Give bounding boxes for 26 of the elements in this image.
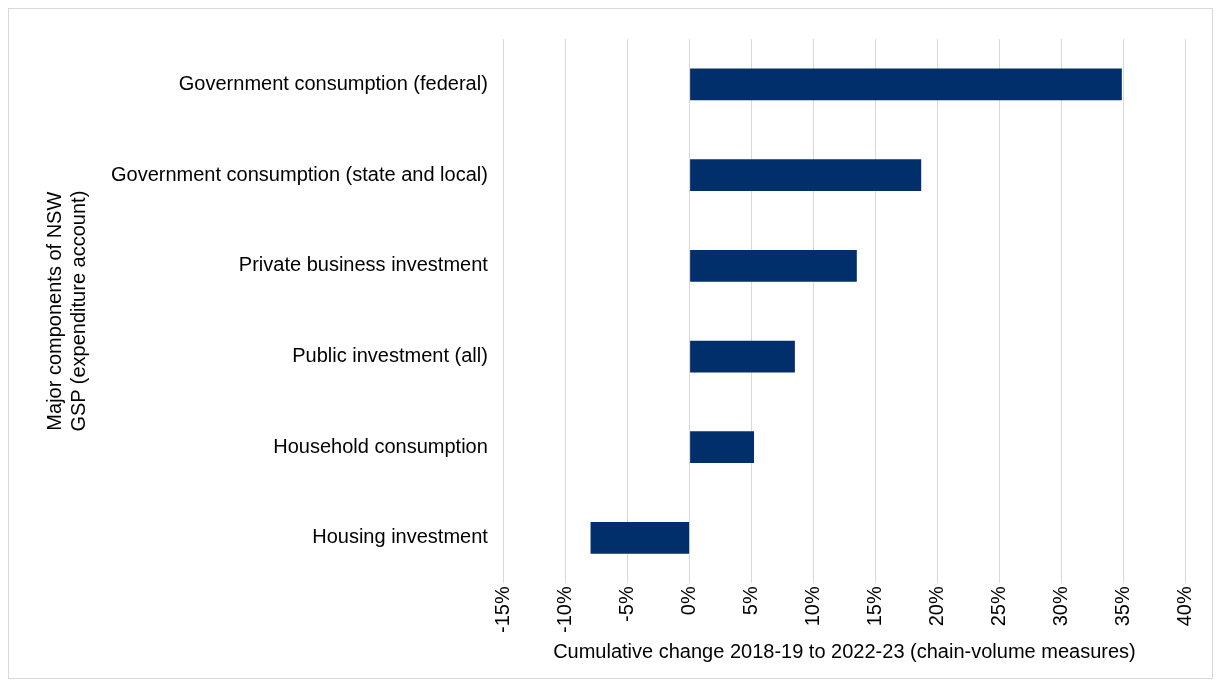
bar [690, 431, 755, 464]
x-tick-label: -5% [615, 586, 638, 622]
x-tick-label: 0% [677, 586, 700, 616]
y-tick-label: Housing investment [312, 525, 489, 548]
bar [690, 159, 922, 191]
y-tick-label: Private business investment [238, 253, 489, 276]
x-tick-label: 20% [924, 586, 947, 627]
y-tick-label: Government consumption (state and local) [111, 162, 488, 185]
x-tick-label: -10% [553, 586, 576, 634]
x-tick-label: 40% [1172, 586, 1195, 627]
bar [590, 522, 690, 554]
y-tick-label: Government consumption (federal) [178, 71, 488, 94]
x-tick-label: 15% [862, 586, 885, 627]
y-tick-label: Public investment (all) [292, 344, 488, 367]
x-axis-title: Cumulative change 2018-19 to 2022-23 (chain-volume measures) [553, 639, 1136, 662]
bar [690, 68, 1122, 101]
bar [690, 340, 795, 373]
x-tick-label: 30% [1048, 586, 1071, 627]
x-tick-label: 35% [1110, 586, 1133, 627]
x-tick-label: 10% [800, 586, 823, 627]
x-tick-label: 5% [739, 586, 762, 616]
bar [690, 249, 857, 282]
x-tick-label: -15% [491, 586, 514, 634]
y-tick-label: Household consumption [273, 434, 488, 457]
y-axis-title: Major components of NSW GSP (expenditure account) [42, 190, 89, 432]
x-tick-label: 25% [986, 586, 1009, 627]
